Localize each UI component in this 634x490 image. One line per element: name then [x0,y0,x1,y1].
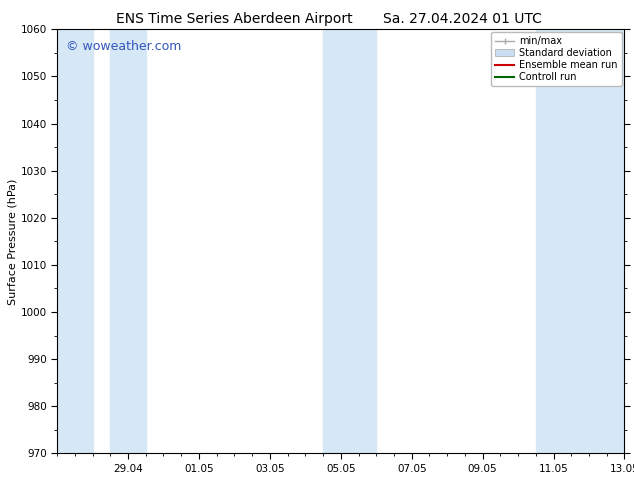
Text: ENS Time Series Aberdeen Airport: ENS Time Series Aberdeen Airport [116,12,353,26]
Bar [536,29,624,453]
Bar [323,29,376,453]
Bar [57,29,93,453]
Text: Sa. 27.04.2024 01 UTC: Sa. 27.04.2024 01 UTC [384,12,542,26]
Y-axis label: Surface Pressure (hPa): Surface Pressure (hPa) [8,178,18,304]
Text: © woweather.com: © woweather.com [65,40,181,53]
Legend: min/max, Standard deviation, Ensemble mean run, Controll run: min/max, Standard deviation, Ensemble me… [491,32,621,86]
Bar [110,29,146,453]
